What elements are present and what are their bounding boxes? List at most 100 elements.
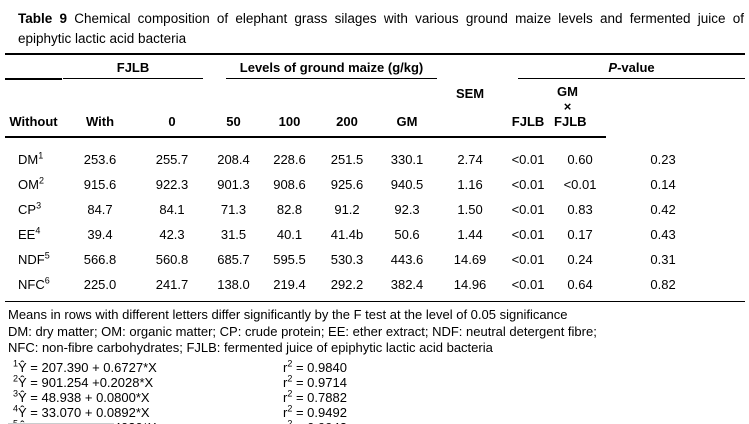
data-cell: 908.6: [273, 177, 306, 192]
data-cell: 40.1: [276, 227, 303, 242]
data-cell: 228.6: [273, 152, 306, 167]
data-cell: 219.4: [261, 272, 318, 302]
data-cell: 685.7: [217, 252, 250, 267]
data-cell: <0.01: [563, 177, 597, 192]
table-row-om: OM2 915.6 922.3 901.3 908.6 925.6 940.5 1.16 <0.…: [5, 172, 745, 197]
equation-line: 5Ŷ = 667.032 – 1.4030*X r2 = 0.9942: [13, 418, 749, 424]
data-cell: 92.3: [394, 202, 420, 217]
group-header-row: FJLB Levels of ground maize (g/kg) SEM P…: [5, 54, 746, 138]
data-cell: 14.96: [438, 272, 503, 302]
equation-line: 2Ŷ = 901.254 +0.2028*X r2 = 0.9714: [13, 373, 749, 390]
data-cell: 0.83: [567, 202, 593, 217]
data-cell: 1.16: [457, 177, 483, 192]
row-label-superscript: 1: [38, 150, 44, 161]
data-cell: 1.50: [457, 202, 483, 217]
data-cell: 50.6: [394, 227, 420, 242]
data-cell: 0.42: [650, 202, 676, 217]
data-cell: 42.3: [159, 227, 185, 242]
data-cell: 241.7: [138, 272, 206, 302]
table-row-nfc: NFC6 225.0 241.7 138.0 219.4 292.2 382.4 14.96 <…: [5, 272, 746, 302]
row-label: DM1: [18, 150, 44, 167]
data-cell: <0.01: [511, 177, 545, 192]
table-row-cp: CP3 84.7 84.1 71.3 82.8 91.2 92.3 1.50 <0.01 0.83…: [5, 197, 745, 222]
data-cell: 2.74: [457, 152, 483, 167]
equation-line: 4Ŷ = 33.070 + 0.0892*X r2 = 0.9492: [13, 403, 749, 421]
data-cell: 940.5: [390, 177, 424, 192]
data-cell: 82.8: [276, 202, 303, 217]
column-header-200: 200: [318, 79, 376, 138]
equation-expression: 4Ŷ = 33.070 + 0.0892*X: [13, 403, 150, 421]
table-row-dm: DM1 253.6 255.7 208.4 228.6 251.5 330.1 2.74 <0.…: [5, 137, 745, 172]
data-cell: <0.01: [502, 272, 555, 302]
data-cell: 138.0: [206, 272, 261, 302]
data-cell: 443.6: [390, 252, 424, 267]
row-label: NFC6: [5, 272, 62, 302]
equation-r-squared: r2 = 0.7882: [283, 388, 347, 405]
column-header-50: 50: [206, 79, 261, 138]
column-header-fjlb: FJLB: [502, 79, 555, 138]
data-cell: 253.6: [83, 152, 117, 167]
data-cell: 915.6: [83, 177, 117, 192]
data-cell: 0.24: [567, 252, 593, 267]
row-label: OM2: [18, 175, 44, 192]
table-caption-label: Table 9: [18, 11, 67, 26]
data-cell: 0.14: [650, 177, 676, 192]
table-caption: Table 9 Chemical composition of elephant…: [0, 0, 749, 47]
footnote-abbreviations-1: DM: dry matter; OM: organic matter; CP: …: [8, 323, 597, 339]
sub-header-row: Without With 0 50 100 200 GM FJLB GM × F…: [5, 79, 745, 138]
equation-line: 1Ŷ = 207.390 + 0.6727*X r2 = 0.9840: [13, 358, 749, 375]
table-row-ndf: NDF5 566.8 560.8 685.7 595.5 530.3 443.6 14.69 <…: [5, 247, 745, 272]
column-header-gm: GM: [376, 79, 439, 138]
data-cell: 0.60: [567, 152, 593, 167]
data-cell: 71.3: [220, 202, 247, 217]
data-cell: 330.1: [390, 152, 424, 167]
row-label-superscript: 2: [38, 175, 44, 186]
column-header-gmxfjlb: GM × FJLB: [554, 79, 607, 138]
data-cell: 84.1: [159, 202, 185, 217]
data-cell: 0.31: [650, 252, 676, 267]
group-header-fjlb: FJLB: [62, 54, 206, 79]
footnotes: Means in rows with different letters dif…: [8, 307, 749, 357]
row-label-superscript: 5: [44, 250, 50, 261]
column-header-0: 0: [138, 79, 206, 138]
equation-line: 3Ŷ = 48.938 + 0.0800*X r2 = 0.7882: [13, 388, 749, 405]
data-cell: 382.4: [376, 272, 439, 302]
column-header-100: 100: [261, 79, 318, 138]
regression-equations: 1Ŷ = 207.390 + 0.6727*X r2 = 0.9840 2Ŷ = 9…: [13, 358, 749, 424]
column-header-without: Without: [5, 79, 62, 138]
data-cell: 560.8: [155, 252, 189, 267]
row-label: NDF5: [18, 250, 50, 267]
equation-expression: 2Ŷ = 901.254 +0.2028*X: [13, 373, 154, 390]
data-cell: 595.5: [273, 252, 306, 267]
equation-r-squared: r2 = 0.9714: [283, 373, 347, 390]
data-cell: 0.43: [650, 227, 676, 242]
data-cell: 1.44: [457, 227, 483, 242]
data-cell: 0.17: [567, 227, 593, 242]
pvalue-rest: -value: [617, 60, 655, 75]
data-cell: <0.01: [511, 252, 545, 267]
data-cell: 0.23: [650, 151, 676, 167]
group-header-maize: Levels of ground maize (g/kg): [206, 54, 438, 79]
data-cell: 922.3: [155, 177, 189, 192]
equation-r-squared: r2 = 0.9840: [283, 358, 347, 375]
row-label-superscript: 6: [44, 275, 50, 286]
equation-r-squared: r2 = 0.9492: [283, 403, 347, 421]
pvalue-italic-p: P: [608, 60, 618, 75]
data-cell: <0.01: [511, 227, 545, 242]
data-cell: 39.4: [87, 227, 113, 242]
group-header-pvalue: P-value: [502, 54, 746, 79]
data-cell: 255.7: [155, 152, 189, 167]
equation-expression: 5Ŷ = 667.032 – 1.4030*X: [13, 418, 156, 424]
data-cell: 292.2: [318, 272, 376, 302]
data-cell: 14.69: [453, 252, 487, 267]
footnote-abbreviations-2: NFC: non-fibre carbohydrates; FJLB: ferm…: [8, 340, 493, 355]
row-label-superscript: 3: [36, 200, 42, 211]
equation-expression: 3Ŷ = 48.938 + 0.0800*X: [13, 388, 150, 405]
equation-r-squared: r2 = 0.9942: [283, 418, 347, 424]
data-cell: 566.8: [83, 252, 117, 267]
data-cell: 925.6: [330, 177, 364, 192]
data-cell: 41.4b: [330, 227, 364, 242]
data-cell: 84.7: [87, 202, 113, 217]
row-label-superscript: 4: [35, 225, 41, 236]
